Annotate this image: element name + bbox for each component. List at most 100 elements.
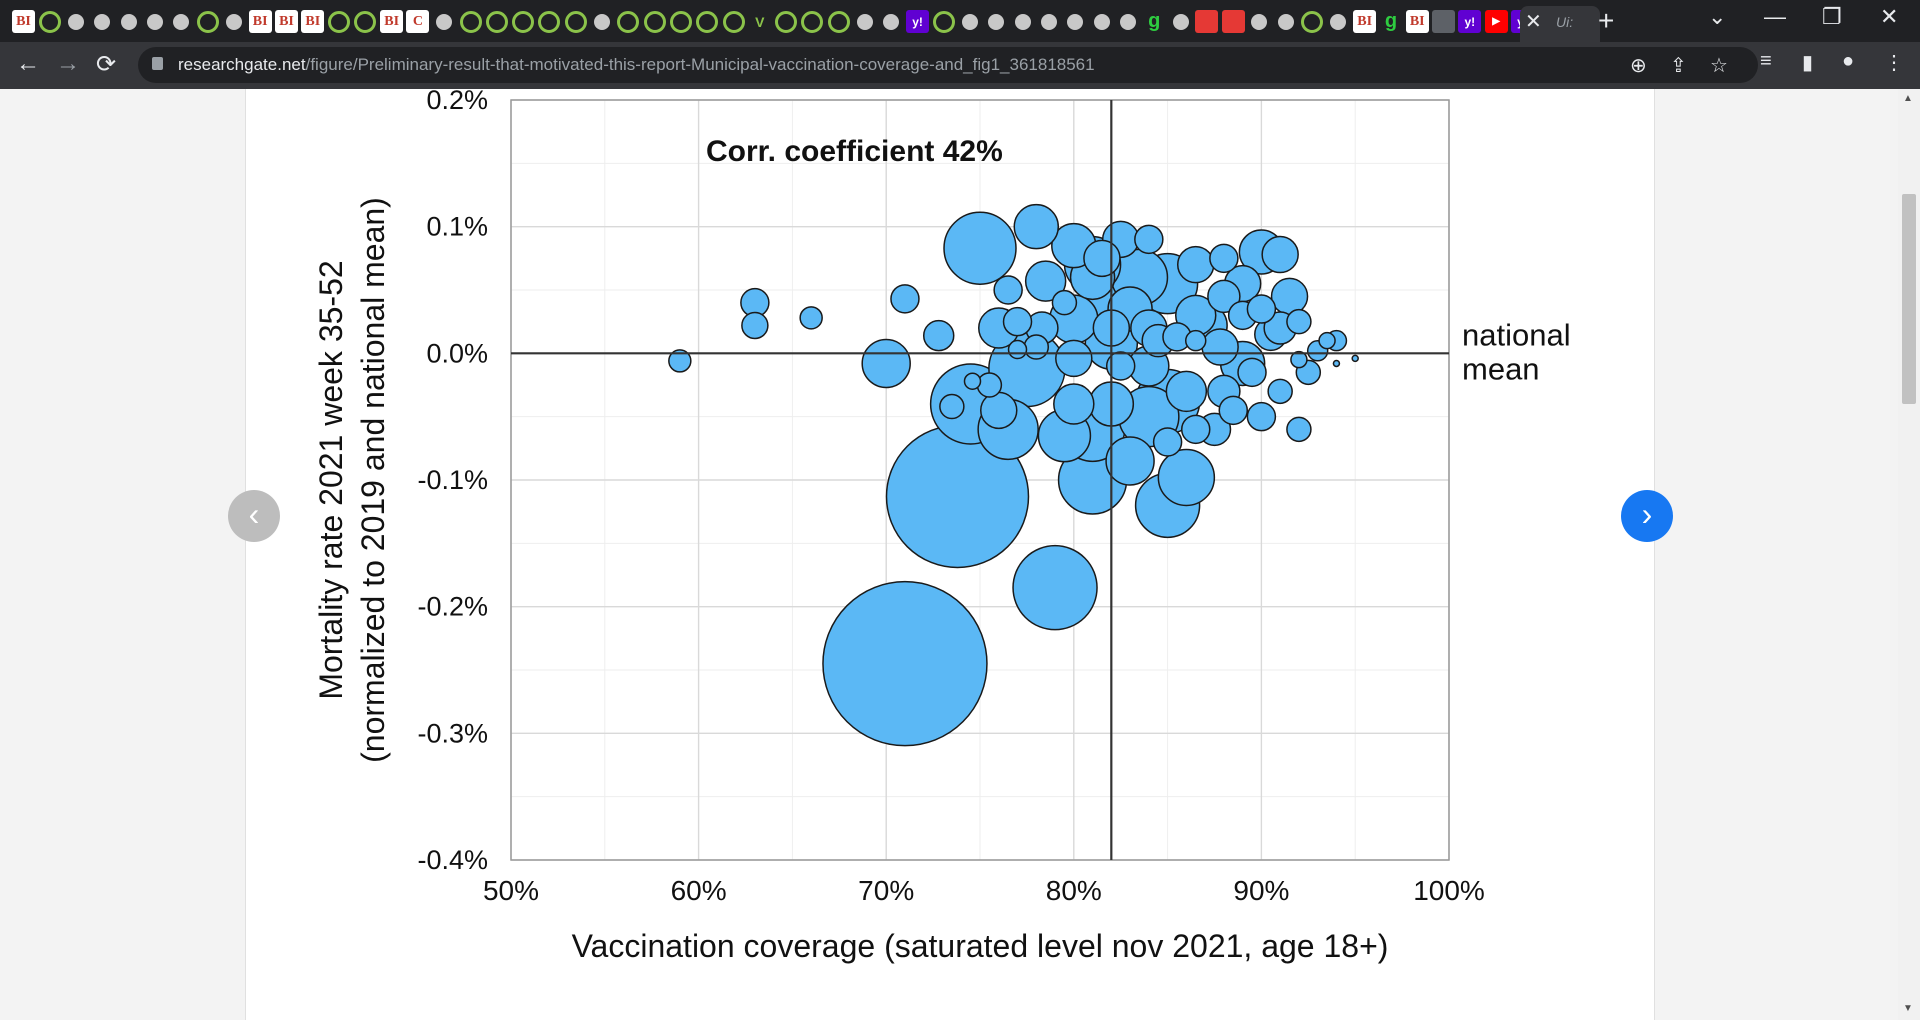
bi-favicon-icon[interactable]: BI <box>380 10 404 33</box>
red-favicon-icon[interactable] <box>1221 10 1245 33</box>
c-favicon-icon[interactable]: C <box>406 10 430 33</box>
y-tick-label: -0.1% <box>417 465 488 495</box>
tab-search-icon[interactable]: ⌄ <box>1708 4 1727 29</box>
play-favicon-icon[interactable] <box>616 10 640 33</box>
data-bubble <box>1007 339 1028 360</box>
yahoo-favicon-icon[interactable]: y! <box>1458 10 1482 33</box>
scrollbar[interactable]: ▲ ▼ <box>1898 89 1920 1020</box>
play-favicon-icon[interactable] <box>827 10 851 33</box>
play-favicon-icon[interactable] <box>38 10 62 33</box>
x-tick-label: 80% <box>1046 875 1102 906</box>
data-bubble <box>939 393 965 420</box>
bi-favicon-icon[interactable]: BI <box>1353 10 1377 33</box>
youtube-favicon-icon[interactable]: ▶ <box>1484 10 1508 33</box>
data-bubble <box>1105 436 1155 486</box>
globe-favicon-icon[interactable] <box>1038 10 1061 33</box>
play-favicon-icon[interactable] <box>800 10 824 33</box>
side-panel-icon[interactable]: ▮ <box>1802 52 1814 74</box>
data-bubble <box>1209 243 1239 274</box>
bi-favicon-icon[interactable]: BI <box>12 10 35 33</box>
close-tab-icon[interactable]: ✕ <box>1525 11 1542 33</box>
data-bubble <box>1055 339 1093 378</box>
red-favicon-icon[interactable] <box>1195 10 1219 33</box>
scroll-up-icon[interactable]: ▲ <box>1903 93 1913 104</box>
scroll-down-icon[interactable]: ▼ <box>1903 1003 1913 1014</box>
globe-favicon-icon[interactable] <box>433 10 456 33</box>
globe-favicon-icon[interactable] <box>1011 10 1034 33</box>
g-favicon-icon[interactable]: g <box>1148 10 1161 32</box>
back-icon[interactable]: ← <box>16 50 40 77</box>
data-bubble <box>1053 383 1095 425</box>
bi-favicon-icon[interactable]: BI <box>274 10 298 33</box>
globe-favicon-icon[interactable] <box>1090 10 1113 33</box>
restore-icon[interactable]: ❐ <box>1822 4 1842 29</box>
scrollbar-thumb[interactable] <box>1902 194 1916 404</box>
globe-favicon-icon[interactable] <box>1327 10 1350 33</box>
bi-favicon-icon[interactable]: BI <box>301 10 325 33</box>
globe-favicon-icon[interactable] <box>1064 10 1087 33</box>
globe-favicon-icon[interactable] <box>1248 10 1271 33</box>
globe-favicon-icon[interactable] <box>117 10 140 33</box>
v-favicon-icon[interactable]: V <box>755 13 765 30</box>
globe-favicon-icon[interactable] <box>143 10 166 33</box>
zoom-icon[interactable]: ⊕ <box>1630 55 1647 77</box>
window-close-icon[interactable]: ✕ <box>1880 4 1899 29</box>
globe-favicon-icon[interactable] <box>1116 10 1139 33</box>
data-bubble <box>976 372 1003 398</box>
new-tab-button[interactable]: + <box>1598 5 1615 36</box>
address-bar[interactable]: researchgate.net/figure/Preliminary-resu… <box>138 47 1758 83</box>
previous-figure-button[interactable]: ‹ <box>228 490 280 542</box>
play-favicon-icon[interactable] <box>459 10 483 33</box>
play-favicon-icon[interactable] <box>511 10 535 33</box>
play-favicon-icon[interactable] <box>643 10 667 33</box>
data-bubble <box>993 275 1023 305</box>
scatter-chart: 50% 60% 70% 80% 90% 100% 0.2% 0.1% 0.0% -0.1% -0.2… <box>313 89 1571 964</box>
play-favicon-icon[interactable] <box>1300 10 1324 33</box>
play-favicon-icon[interactable] <box>695 10 719 33</box>
globe-favicon-icon[interactable] <box>1169 10 1192 33</box>
box-favicon-icon[interactable] <box>1432 10 1456 33</box>
play-favicon-icon[interactable] <box>722 10 746 33</box>
globe-favicon-icon[interactable] <box>222 10 245 33</box>
play-favicon-icon[interactable] <box>353 10 377 33</box>
globe-favicon-icon[interactable] <box>591 10 614 33</box>
active-tab[interactable]: Ui: <box>1520 6 1600 42</box>
play-favicon-icon[interactable] <box>485 10 509 33</box>
play-favicon-icon[interactable] <box>537 10 561 33</box>
next-figure-button[interactable]: › <box>1621 490 1673 542</box>
globe-favicon-icon[interactable] <box>65 10 88 33</box>
play-favicon-icon[interactable] <box>564 10 588 33</box>
share-icon[interactable]: ⇪ <box>1670 55 1687 77</box>
minimize-icon[interactable]: — <box>1764 4 1786 29</box>
data-bubble <box>1013 203 1060 250</box>
bookmark-star-icon[interactable]: ☆ <box>1710 55 1728 77</box>
globe-favicon-icon[interactable] <box>985 10 1008 33</box>
globe-favicon-icon[interactable] <box>170 10 193 33</box>
reload-icon[interactable]: ⟳ <box>96 51 117 78</box>
forward-icon[interactable]: → <box>56 50 80 77</box>
x-tick-label: 100% <box>1413 875 1485 906</box>
lock-icon[interactable] <box>152 57 163 70</box>
play-favicon-icon[interactable] <box>774 10 798 33</box>
bi-favicon-icon[interactable]: BI <box>248 10 272 33</box>
globe-favicon-icon[interactable] <box>880 10 903 33</box>
profile-icon[interactable]: ● <box>1842 50 1855 72</box>
play-favicon-icon[interactable] <box>669 10 693 33</box>
menu-icon[interactable]: ⋮ <box>1884 52 1904 74</box>
y-axis-title: Mortality rate 2021 week 35-52 <box>313 260 349 699</box>
yahoo-favicon-icon[interactable]: y! <box>906 10 930 33</box>
play-favicon-icon[interactable] <box>327 10 351 33</box>
data-bubble <box>943 211 1017 285</box>
globe-favicon-icon[interactable] <box>91 10 114 33</box>
data-bubble <box>1218 395 1249 426</box>
play-favicon-icon[interactable] <box>196 10 220 33</box>
media-control-icon[interactable]: ≡ <box>1760 50 1772 72</box>
globe-favicon-icon[interactable] <box>1274 10 1297 33</box>
plot-frame <box>510 99 1450 861</box>
g-favicon-icon[interactable]: g <box>1384 10 1398 32</box>
globe-favicon-icon[interactable] <box>854 10 877 33</box>
globe-favicon-icon[interactable] <box>959 10 982 33</box>
url-text[interactable]: researchgate.net/figure/Preliminary-resu… <box>178 55 1095 75</box>
bi-favicon-icon[interactable]: BI <box>1405 10 1429 33</box>
play-favicon-icon[interactable] <box>932 10 956 33</box>
